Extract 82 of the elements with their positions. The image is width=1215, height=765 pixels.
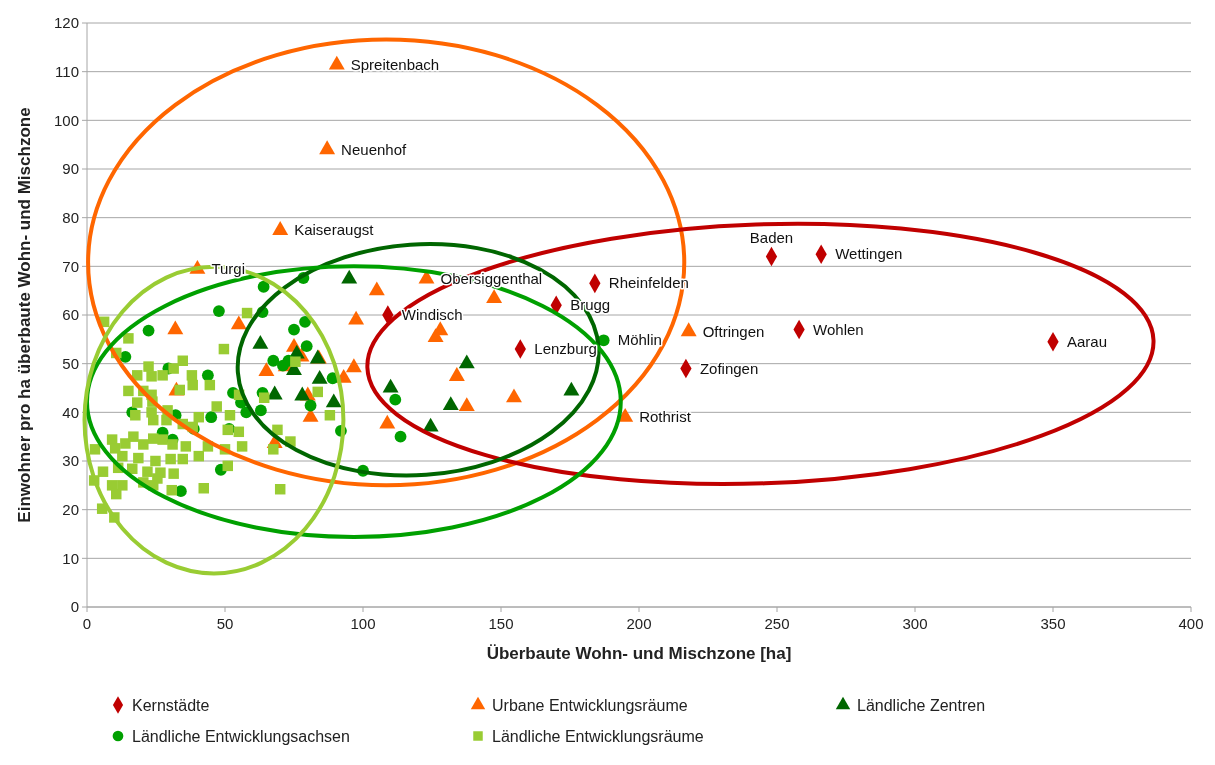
- annotation: Oftringen: [702, 322, 765, 340]
- annotation: Wettingen: [835, 245, 903, 263]
- point: [294, 386, 311, 401]
- point: [142, 324, 155, 337]
- legend-label: Ländliche Entwicklungsachsen: [132, 727, 350, 745]
- x-tick-label: 100: [350, 615, 376, 632]
- annotation: Neuenhof: [341, 140, 408, 158]
- point: [427, 328, 444, 342]
- point: [563, 381, 580, 396]
- y-tick-label: 100: [53, 111, 79, 129]
- annotation: Lenzburg: [534, 340, 597, 358]
- point: [319, 140, 336, 155]
- y-axis-title: Einwohner pro ha überbaute Wohn- und Mischzone: [15, 107, 34, 523]
- point: [311, 370, 328, 384]
- point: [448, 367, 465, 381]
- point: [304, 399, 317, 412]
- point: [277, 359, 289, 372]
- x-tick-label: 150: [488, 615, 514, 632]
- y-tick-label: 80: [62, 208, 79, 226]
- point: [341, 269, 358, 284]
- x-tick-label: 50: [216, 615, 234, 632]
- y-tick-label: 120: [53, 14, 79, 32]
- point: [325, 393, 342, 408]
- point: [458, 354, 475, 369]
- y-tick-label: 30: [62, 452, 79, 470]
- point: [442, 396, 459, 411]
- y-tick-label: 20: [62, 500, 79, 518]
- annotation: Spreitenbach: [350, 55, 440, 73]
- legend-label: Ländliche Zentren: [857, 696, 986, 714]
- point: [379, 414, 396, 429]
- annotation: Aarau: [1067, 332, 1108, 350]
- y-tick-label: 60: [62, 306, 79, 324]
- x-tick-label: 250: [764, 615, 790, 632]
- point: [486, 289, 503, 304]
- point: [258, 362, 275, 377]
- y-tick-label: 10: [62, 549, 79, 567]
- point: [328, 55, 345, 70]
- point: [201, 369, 214, 382]
- point: [257, 280, 270, 293]
- annotation: Möhlin: [617, 331, 662, 349]
- y-tick-label: 50: [62, 354, 79, 372]
- annotation: Wohlen: [813, 320, 864, 338]
- point: [389, 393, 402, 406]
- point: [506, 388, 522, 403]
- x-tick-label: 300: [902, 615, 928, 632]
- annotation: Windisch: [401, 306, 463, 323]
- point: [272, 221, 289, 235]
- point: [348, 310, 365, 325]
- y-tick-label: 90: [62, 160, 79, 178]
- point: [299, 315, 311, 328]
- x-tick-label: 350: [1040, 615, 1066, 632]
- point: [345, 358, 362, 373]
- legend-label: Kernstädte: [132, 696, 210, 714]
- x-tick-label: 0: [82, 615, 92, 632]
- point: [213, 305, 225, 318]
- point: [458, 397, 475, 412]
- point: [167, 320, 184, 335]
- point: [368, 281, 385, 296]
- annotation: Rothrist: [639, 408, 692, 426]
- annotation: Kaiseraugst: [294, 221, 375, 239]
- y-tick-label: 70: [62, 257, 79, 275]
- point: [252, 335, 269, 349]
- y-tick-label: 40: [62, 403, 79, 421]
- point: [205, 411, 218, 424]
- x-axis-title: Überbaute Wohn- und Mischzone [ha]: [486, 644, 792, 663]
- x-tick-label: 400: [1178, 615, 1204, 632]
- y-tick-label: 0: [70, 598, 79, 616]
- annotation: Zofingen: [699, 359, 759, 377]
- point: [230, 315, 247, 330]
- point: [267, 354, 280, 367]
- legend-label: Ländliche Entwicklungsräume: [492, 727, 704, 745]
- point: [300, 340, 313, 353]
- point: [422, 417, 439, 432]
- point: [394, 430, 407, 443]
- annotation: Baden: [749, 228, 794, 246]
- point: [254, 404, 267, 417]
- y-tick-label: 110: [55, 62, 79, 80]
- point: [382, 378, 399, 393]
- x-tick-label: 200: [626, 615, 652, 632]
- point: [288, 323, 300, 336]
- point: [680, 322, 697, 337]
- legend-label: Urbane Entwicklungsräume: [492, 696, 688, 714]
